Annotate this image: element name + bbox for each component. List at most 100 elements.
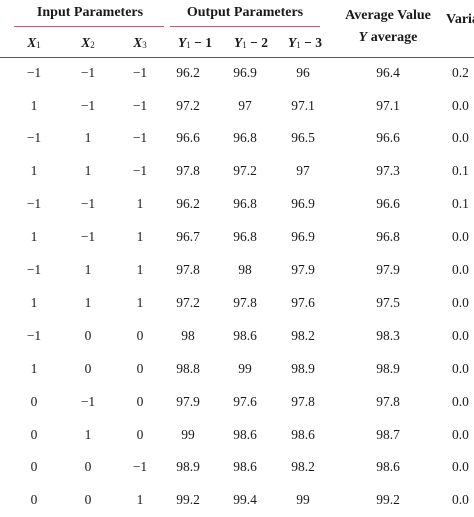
x1-cell: −1 [26, 130, 42, 146]
x1-cell: 1 [30, 360, 38, 376]
x3-cell: 1 [136, 196, 144, 212]
y1-2-cell: 98.6 [233, 459, 257, 475]
x1-cell: 0 [30, 492, 38, 508]
y1-2-cell: 99.4 [233, 492, 257, 508]
input-group-underline [14, 26, 164, 27]
x2-cell: 0 [84, 492, 92, 508]
y1-1-cell: 97.8 [176, 262, 200, 278]
average-cell: 96.4 [376, 64, 400, 80]
parameters-table: Input Parameters Output Parameters Avera… [0, 5, 474, 507]
variance-cell: 0.0 [452, 262, 469, 278]
y1-1-cell: 96.2 [176, 64, 200, 80]
y1-1-cell: 96.7 [176, 229, 200, 245]
x3-cell: 1 [136, 229, 144, 245]
variance-cell: 0.0 [452, 130, 469, 146]
y1-2-cell: 97 [238, 97, 252, 113]
average-cell: 97.3 [376, 163, 400, 179]
y1-1-cell: 97.2 [176, 97, 200, 113]
table-row: −1 1 −1 96.6 96.8 96.5 96.6 0.0 [0, 122, 474, 155]
x2-cell: 0 [84, 459, 92, 475]
average-cell: 97.5 [376, 294, 400, 310]
x3-cell: 1 [136, 294, 144, 310]
y1-2-cell: 96.8 [233, 130, 257, 146]
y1-2-cell: 98 [238, 262, 252, 278]
average-cell: 96.8 [376, 229, 400, 245]
y1-1-cell: 98 [181, 327, 195, 343]
x3-cell: 0 [136, 327, 144, 343]
variance-cell: 0.1 [452, 196, 469, 212]
y1-2-cell: 97.8 [233, 294, 257, 310]
variance-cell: 0.0 [452, 459, 469, 475]
variance-cell: 0.0 [452, 229, 469, 245]
x2-cell: 1 [84, 294, 92, 310]
x3-cell: 1 [136, 262, 144, 278]
x1-cell: 0 [30, 393, 38, 409]
y1-3-cell: 99 [296, 492, 310, 508]
header-average-value: Average Value [345, 8, 431, 23]
x1-cell: 0 [30, 426, 38, 442]
average-cell: 97.9 [376, 262, 400, 278]
y1-3-cell: 97.6 [291, 294, 315, 310]
x1-cell: 1 [30, 294, 38, 310]
x1-cell: −1 [26, 64, 42, 80]
y1-1-cell: 96.6 [176, 130, 200, 146]
x2-cell: −1 [80, 196, 96, 212]
y1-3-cell: 96.5 [291, 130, 315, 146]
variance-cell: 0.0 [452, 97, 469, 113]
y1-3-cell: 97.8 [291, 393, 315, 409]
variance-cell: 0.0 [452, 426, 469, 442]
x2-cell: 0 [84, 327, 92, 343]
variance-cell: 0.2 [452, 64, 469, 80]
x1-cell: 1 [30, 97, 38, 113]
y1-3-cell: 97.1 [291, 97, 315, 113]
average-cell: 98.3 [376, 327, 400, 343]
table-row: 1 −1 1 96.7 96.8 96.9 96.8 0.0 [0, 221, 474, 254]
average-cell: 99.2 [376, 492, 400, 508]
table-row: 1 −1 −1 97.2 97 97.1 97.1 0.0 [0, 89, 474, 122]
y1-2-cell: 98.6 [233, 426, 257, 442]
variance-cell: 0.0 [452, 294, 469, 310]
y1-3-cell: 97.9 [291, 262, 315, 278]
x2-cell: 1 [84, 163, 92, 179]
table-row: −1 −1 1 96.2 96.8 96.9 96.6 0.1 [0, 188, 474, 221]
variance-cell: 0.0 [452, 393, 469, 409]
x2-cell: −1 [80, 229, 96, 245]
y1-1-cell: 98.9 [176, 459, 200, 475]
x3-cell: −1 [132, 163, 148, 179]
average-cell: 98.7 [376, 426, 400, 442]
x3-cell: −1 [132, 97, 148, 113]
x1-cell: 0 [30, 459, 38, 475]
x3-cell: 0 [136, 393, 144, 409]
table-row: −1 −1 −1 96.2 96.9 96 96.4 0.2 [0, 56, 474, 89]
table-row: −1 0 0 98 98.6 98.2 98.3 0.0 [0, 319, 474, 352]
average-cell: 96.6 [376, 196, 400, 212]
header-input-parameters: Input Parameters [36, 5, 144, 20]
y1-1-cell: 97.9 [176, 393, 200, 409]
x1-cell: −1 [26, 327, 42, 343]
x3-cell: −1 [132, 459, 148, 475]
table-row: 0 1 0 99 98.6 98.6 98.7 0.0 [0, 418, 474, 451]
x2-cell: −1 [80, 393, 96, 409]
x1-cell: 1 [30, 229, 38, 245]
y1-1-cell: 99 [181, 426, 195, 442]
y1-1-cell: 96.2 [176, 196, 200, 212]
variance-cell: 0.0 [452, 327, 469, 343]
y1-1-cell: 98.8 [176, 360, 200, 376]
output-group-underline [170, 26, 320, 27]
x3-cell: 1 [136, 492, 144, 508]
header-output-parameters: Output Parameters [186, 5, 304, 20]
y1-3-cell: 98.9 [291, 360, 315, 376]
x3-cell: 0 [136, 360, 144, 376]
table-row: 0 0 1 99.2 99.4 99 99.2 0.0 [0, 484, 474, 517]
table-row: 1 1 1 97.2 97.8 97.6 97.5 0.0 [0, 286, 474, 319]
average-cell: 97.8 [376, 393, 400, 409]
y1-1-cell: 97.2 [176, 294, 200, 310]
x2-cell: 1 [84, 262, 92, 278]
y1-3-cell: 96.9 [291, 196, 315, 212]
y1-2-cell: 96.8 [233, 229, 257, 245]
variance-cell: 0.1 [452, 163, 469, 179]
